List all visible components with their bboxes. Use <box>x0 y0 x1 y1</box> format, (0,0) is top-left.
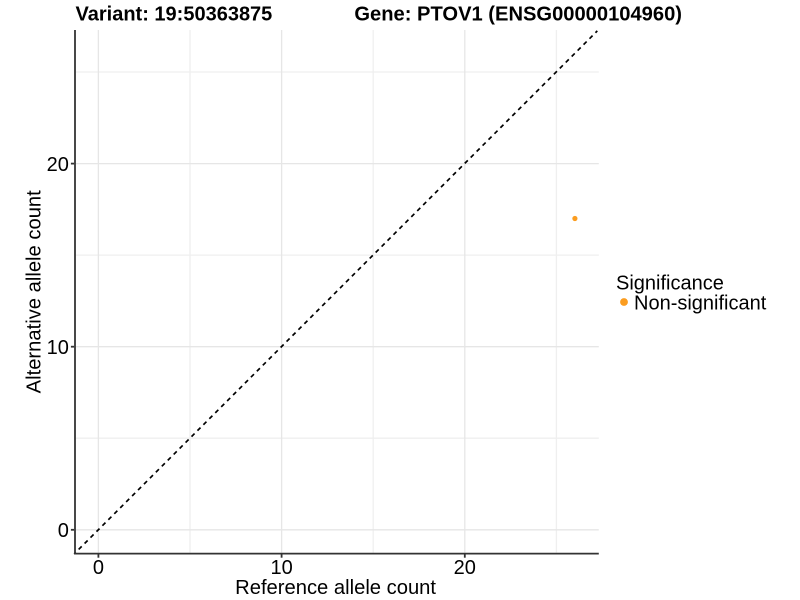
svg-text:0: 0 <box>58 520 69 542</box>
svg-text:Alternative allele count: Alternative allele count <box>24 190 46 394</box>
svg-text:Significance: Significance <box>616 272 724 294</box>
svg-text:Reference allele count: Reference allele count <box>235 577 436 599</box>
svg-text:10: 10 <box>270 557 292 579</box>
svg-text:Gene: PTOV1 (ENSG00000104960): Gene: PTOV1 (ENSG00000104960) <box>354 4 682 26</box>
svg-text:10: 10 <box>47 337 69 359</box>
svg-text:0: 0 <box>93 557 104 579</box>
svg-text:20: 20 <box>454 557 476 579</box>
svg-text:Variant: 19:50363875: Variant: 19:50363875 <box>76 4 273 26</box>
svg-text:20: 20 <box>47 154 69 176</box>
svg-text:Non-significant: Non-significant <box>634 293 767 315</box>
